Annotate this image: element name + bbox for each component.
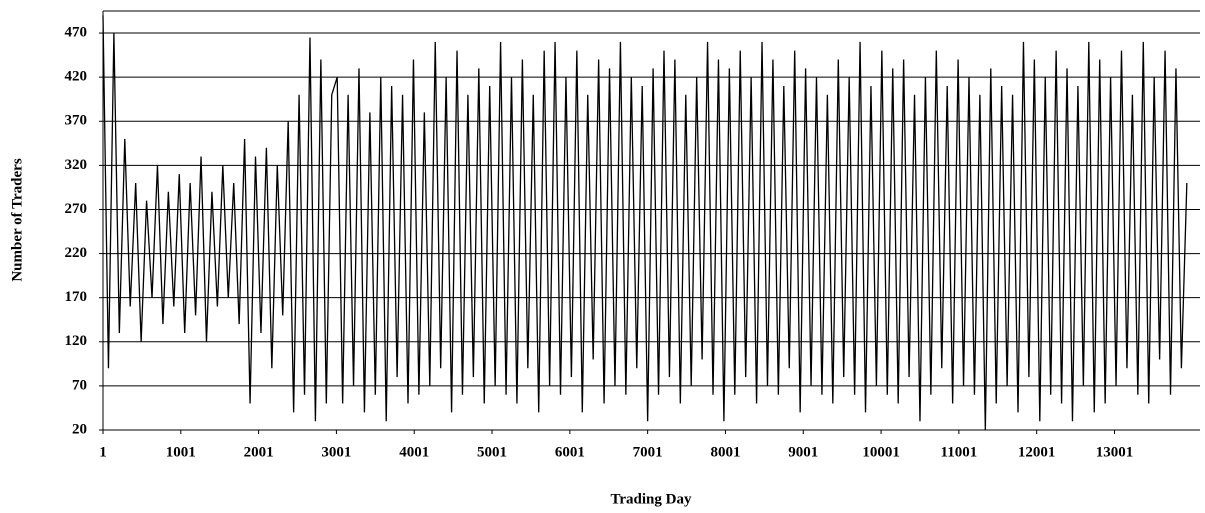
- x-tick-label: 9001: [788, 444, 818, 460]
- y-tick-label: 270: [65, 201, 88, 217]
- x-tick-label: 10001: [862, 444, 900, 460]
- x-tick-label: 7001: [633, 444, 663, 460]
- y-tick-label: 370: [65, 113, 88, 129]
- y-tick-label: 70: [72, 377, 87, 393]
- y-tick-label: 220: [65, 245, 88, 261]
- y-tick-label: 320: [65, 157, 88, 173]
- x-tick-label: 12001: [1018, 444, 1056, 460]
- y-axis-label: Number of Traders: [9, 158, 25, 281]
- x-axis-label: Trading Day: [611, 491, 692, 507]
- x-tick-label: 13001: [1096, 444, 1134, 460]
- y-tick-label: 470: [65, 24, 88, 40]
- x-tick-label: 5001: [477, 444, 507, 460]
- y-tick-label: 120: [65, 333, 88, 349]
- x-tick-label: 1: [99, 444, 107, 460]
- data-line: [102, 15, 1188, 431]
- x-tick-label: 8001: [710, 444, 740, 460]
- x-tick-label: 2001: [244, 444, 274, 460]
- x-tick-label: 1001: [166, 444, 196, 460]
- x-tick-label: 3001: [321, 444, 351, 460]
- y-tick-label: 420: [65, 69, 88, 85]
- y-tick-label: 170: [65, 289, 88, 305]
- y-tick-label: 20: [72, 421, 87, 437]
- x-tick-label: 6001: [555, 444, 585, 460]
- x-tick-label: 4001: [399, 444, 429, 460]
- x-tick-label: 11001: [941, 444, 978, 460]
